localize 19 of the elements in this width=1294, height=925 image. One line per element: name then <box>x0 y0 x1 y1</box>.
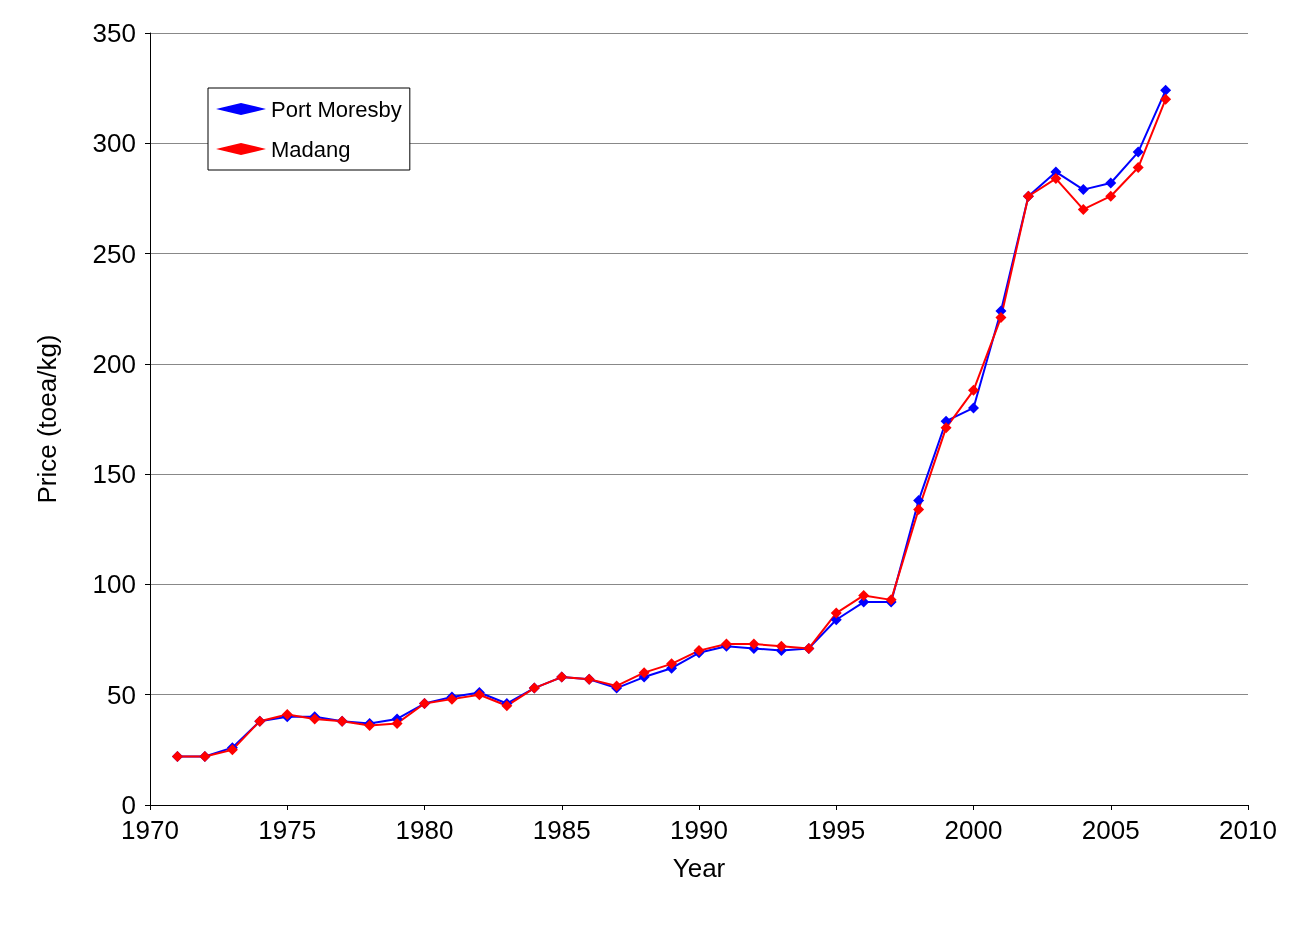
y-tick-label: 100 <box>92 569 136 600</box>
x-tick-label: 1980 <box>395 815 454 845</box>
legend-label: Port Moresby <box>271 96 402 122</box>
legend-label: Madang <box>271 136 351 162</box>
x-tick-label: 1985 <box>532 815 591 845</box>
x-axis-title: Year <box>672 853 726 883</box>
x-tick-label: 1990 <box>670 815 728 845</box>
y-tick-label: 300 <box>92 128 136 159</box>
y-tick-label: 250 <box>92 238 136 269</box>
x-tick-label: 2010 <box>1219 815 1277 845</box>
x-tick-label: 1975 <box>258 815 317 845</box>
y-tick-label: 350 <box>92 18 136 48</box>
x-tick-label: 2005 <box>1081 815 1140 845</box>
x-tick-label: 2000 <box>944 815 1003 845</box>
y-axis-title: Price (toea/kg) <box>32 334 62 504</box>
x-tick-label: 1995 <box>807 815 866 845</box>
y-tick-label: 50 <box>107 679 136 710</box>
y-tick-label: 150 <box>92 459 136 490</box>
y-tick-label: 200 <box>92 348 136 379</box>
